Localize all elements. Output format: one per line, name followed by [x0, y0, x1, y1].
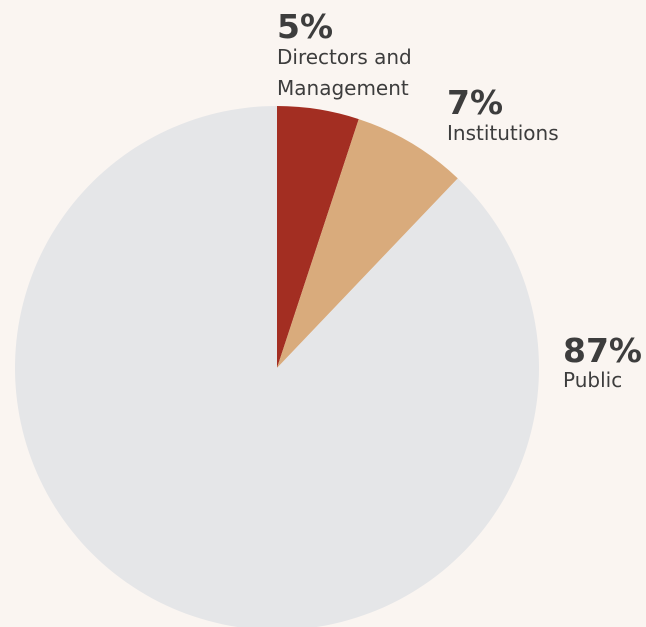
pie-slice-public [15, 106, 539, 627]
slice-value-label: 5% [277, 7, 333, 46]
pie-slice-directors-and-management [277, 106, 359, 368]
slice-category-label: Institutions [447, 121, 559, 145]
pie-slices [15, 106, 539, 627]
pie-slice-institutions [277, 119, 458, 369]
slice-category-label: Public [563, 368, 622, 392]
slice-category-label: Directors and [277, 45, 412, 69]
slice-value-label: 87% [563, 331, 642, 370]
slice-value-label: 7% [447, 83, 503, 122]
pie-labels: 5%Directors and Management 7%Institutions 8… [277, 7, 642, 392]
slice-category-label: Management [277, 76, 409, 100]
